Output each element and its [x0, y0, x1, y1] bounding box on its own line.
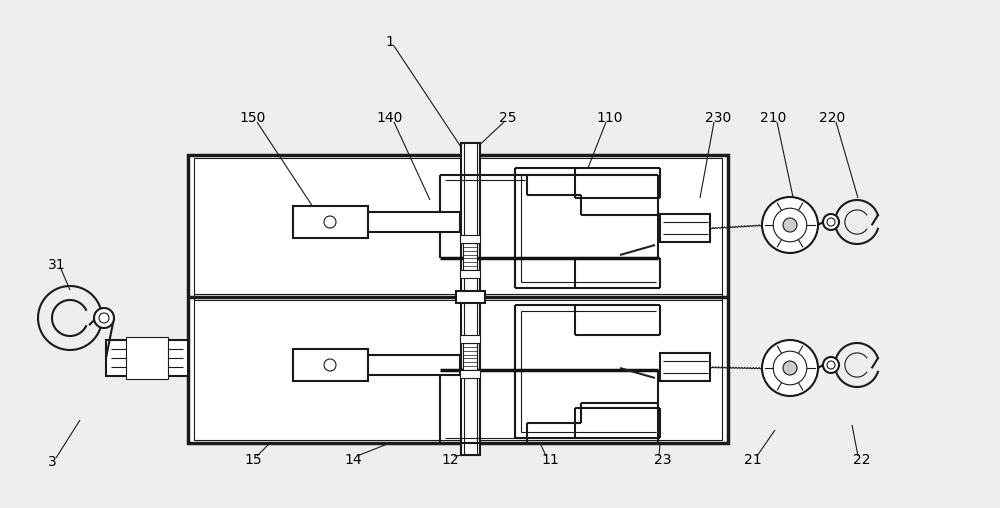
- Bar: [194, 158, 722, 440]
- Bar: [293, 212, 460, 232]
- Bar: [460, 235, 480, 243]
- Text: 230: 230: [705, 111, 731, 125]
- Circle shape: [773, 351, 807, 385]
- Bar: [460, 335, 480, 343]
- Circle shape: [827, 361, 835, 369]
- Circle shape: [324, 359, 336, 371]
- Text: 1: 1: [386, 35, 394, 49]
- Circle shape: [783, 218, 797, 232]
- Bar: [456, 291, 485, 303]
- Text: 150: 150: [240, 111, 266, 125]
- Text: 210: 210: [760, 111, 786, 125]
- Bar: [126, 337, 168, 379]
- Bar: [188, 155, 728, 443]
- Text: 14: 14: [344, 453, 362, 467]
- Bar: [463, 243, 477, 270]
- Bar: [463, 343, 477, 370]
- Circle shape: [783, 361, 797, 375]
- Circle shape: [823, 214, 839, 230]
- Text: 22: 22: [853, 453, 871, 467]
- Circle shape: [827, 218, 835, 226]
- Bar: [106, 340, 188, 376]
- Circle shape: [762, 197, 818, 253]
- Text: 21: 21: [744, 453, 762, 467]
- Bar: [460, 370, 480, 378]
- Text: 110: 110: [597, 111, 623, 125]
- Circle shape: [823, 357, 839, 373]
- Circle shape: [324, 216, 336, 228]
- Circle shape: [94, 308, 114, 328]
- Text: 3: 3: [48, 455, 56, 469]
- Circle shape: [773, 208, 807, 242]
- Bar: [293, 355, 460, 375]
- Text: 140: 140: [377, 111, 403, 125]
- Text: 31: 31: [48, 258, 66, 272]
- Text: 23: 23: [654, 453, 672, 467]
- Circle shape: [762, 340, 818, 396]
- Bar: [293, 206, 368, 238]
- Circle shape: [99, 313, 109, 323]
- Text: 15: 15: [244, 453, 262, 467]
- Text: 12: 12: [441, 453, 459, 467]
- Bar: [461, 143, 480, 455]
- Text: 220: 220: [819, 111, 845, 125]
- Bar: [293, 349, 368, 381]
- Text: 11: 11: [541, 453, 559, 467]
- Text: 25: 25: [499, 111, 517, 125]
- Bar: [660, 353, 710, 381]
- Bar: [460, 270, 480, 278]
- Bar: [660, 214, 710, 242]
